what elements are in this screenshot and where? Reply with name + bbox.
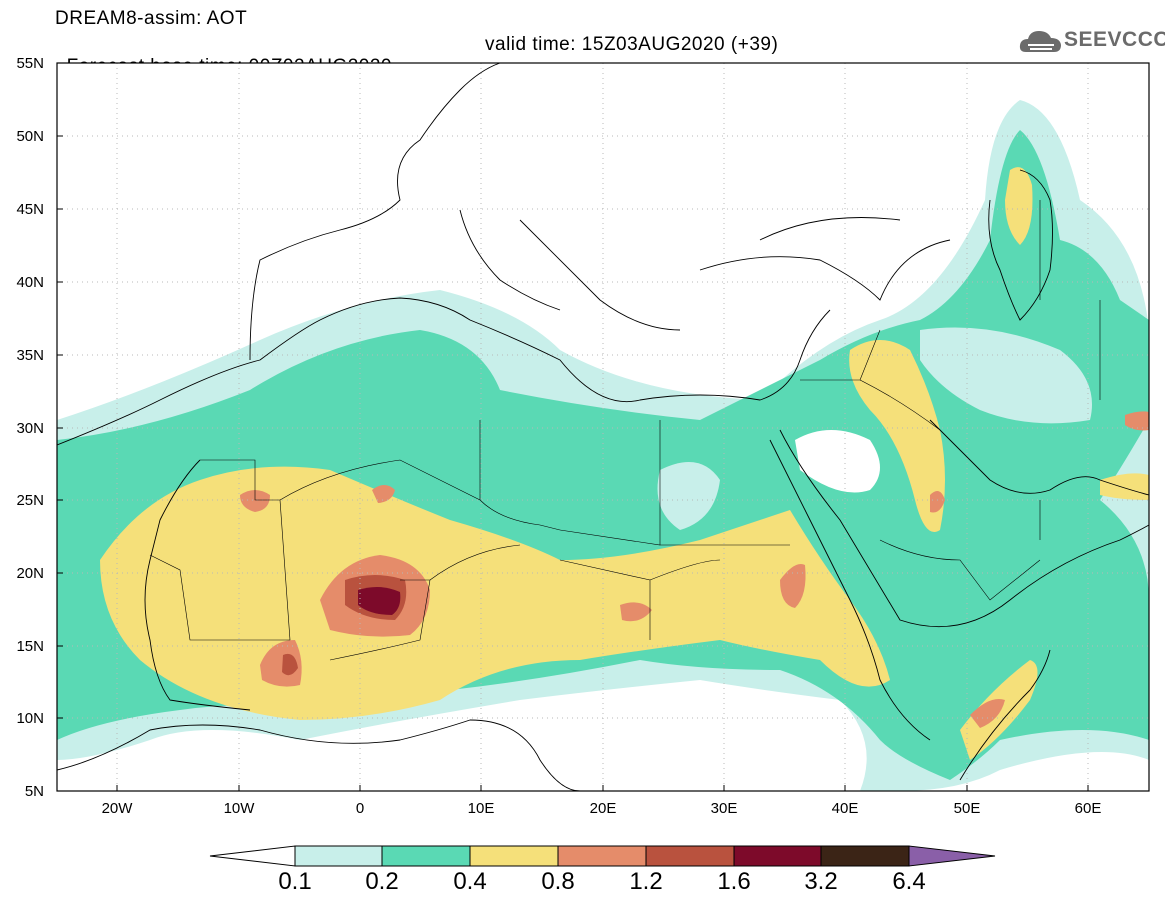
colorbar-above-arrow [908,845,996,867]
aot-hole-light-libya [657,462,720,530]
aot-contour-1.2-burkina [282,653,298,676]
lat-label: 15N [16,638,44,655]
aot-contour-0.4-iraq [849,340,945,532]
colorbar-label: 1.6 [717,868,751,895]
lat-label: 10N [16,710,44,727]
lon-label: 0 [355,800,365,817]
lat-label: 45N [16,201,44,218]
lat-label: 25N [16,492,44,509]
logo-text: SEEVCCC [1064,28,1165,51]
lon-label: 30E [710,800,738,817]
lat-label: 50N [16,128,44,145]
lon-label: 10E [467,800,495,817]
colorbar-label: 3.2 [804,868,838,895]
lon-label: 10W [223,800,255,817]
colorbar-label: 0.2 [365,868,399,895]
map-title: DREAM8-assim: AOT [55,8,248,29]
aot-hole-white-arabia [795,430,880,493]
colorbar-below-arrow [209,845,296,867]
colorbar-bin-7 [820,845,910,867]
aot-contour-0.8-mauritania [240,490,270,512]
lon-label: 60E [1074,800,1102,817]
aot-contour-0.4-gulf [1100,473,1149,500]
aot-contour-0.8-somalia [970,699,1005,728]
lat-label: 20N [16,565,44,582]
aot-contour-0.8-burkina [260,640,302,687]
country-borders [149,200,1101,661]
lat-label: 40N [16,274,44,291]
lon-label: 40E [831,800,859,817]
aot-contour-0.4-caspian [1005,167,1033,245]
colorbar-label: 1.2 [629,868,663,895]
colorbar-bin-5 [645,845,735,867]
aot-hole-light-iran [920,327,1092,424]
lat-label: 55N [16,55,44,72]
colorbar-bin-1 [294,845,383,867]
aot-contour-0.8-iraq [930,491,945,513]
valid-time: valid time: 15Z03AUG2020 (+39) [485,34,779,55]
coastlines [57,63,1149,791]
lat-label: 5N [24,783,44,800]
colorbar-bin-4 [557,845,647,867]
map-grid [57,63,1149,791]
aot-field [57,63,1149,791]
seevccc-logo: SEEVCCC [1018,24,1165,58]
aot-contour-0.8-algeria [372,485,395,503]
colorbar-label: 6.4 [892,868,926,895]
aot-contour-1.6-mali [358,586,401,615]
colorbar-label: 0.4 [453,868,487,895]
lon-label: 50E [953,800,981,817]
lon-label: 20E [589,800,617,817]
lat-label: 35N [16,347,44,364]
aot-contour-0.8-chad [620,602,652,622]
axis-ticks [57,135,1089,791]
colorbar-label: 0.1 [278,868,312,895]
colorbar [209,845,996,867]
colorbar-bin-6 [733,845,822,867]
colorbar-bin-3 [469,845,559,867]
aot-contour-0.8-persia [1125,411,1149,431]
lon-label: 20W [101,800,133,817]
colorbar-bin-2 [381,845,471,867]
aot-contour-0.8-sudan [780,564,806,608]
cloud-icon [1019,31,1061,52]
lat-label: 30N [16,420,44,437]
colorbar-label: 0.8 [541,868,575,895]
